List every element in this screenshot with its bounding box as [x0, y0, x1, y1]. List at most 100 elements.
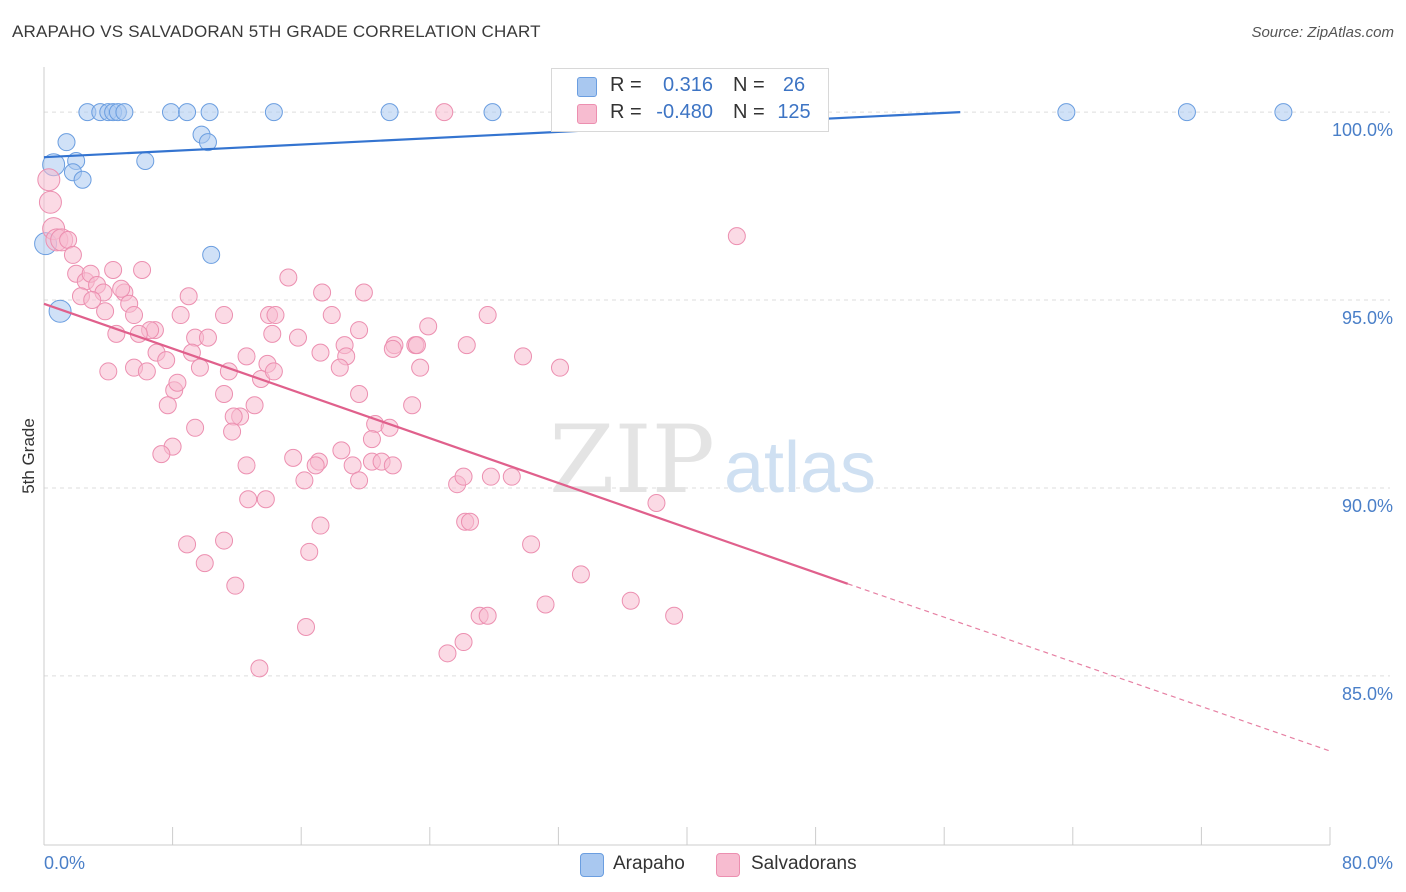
arapaho-point — [136, 151, 155, 170]
legend-n-label: N = — [733, 101, 765, 123]
salvadoran-point — [37, 168, 61, 192]
y-tick-label: 100.0% — [1332, 120, 1393, 140]
salvadoran-point — [435, 103, 454, 122]
salvadoran-point — [383, 339, 402, 358]
legend-r-label: R = — [610, 101, 642, 123]
y-tick-label: 85.0% — [1342, 684, 1393, 704]
salvadoran-point — [104, 260, 123, 279]
watermark: ZIP atlas — [549, 406, 876, 515]
salvadoran-point — [112, 279, 131, 298]
salvadoran-point — [266, 306, 285, 325]
axis-layer — [43, 67, 1331, 846]
salvadoran-point — [478, 606, 497, 625]
salvadoran-point — [96, 302, 115, 321]
salvadoran-point — [190, 358, 209, 377]
bottom-label-salvadorans: Salvadorans — [751, 853, 857, 874]
y-tick-label: 90.0% — [1342, 496, 1393, 516]
salvadoran-point — [171, 306, 190, 325]
salvadoran-point — [99, 362, 118, 381]
salvadoran-point — [454, 633, 473, 652]
salvadoran-point — [250, 659, 269, 678]
legend-r-label: R = — [610, 74, 642, 96]
salvadoran-point — [245, 396, 264, 415]
salvadoran-point — [354, 283, 373, 302]
salvadoran-point — [407, 336, 426, 355]
salvadoran-point — [311, 343, 330, 362]
legend-r-value: 0.316 — [662, 74, 713, 96]
legend-n-value: 125 — [777, 101, 811, 123]
salvadoran-point — [125, 306, 144, 325]
salvadoran-point — [224, 407, 243, 426]
salvadoran-point — [522, 535, 541, 554]
legend-r-value: -0.480 — [656, 101, 713, 123]
salvadoran-point — [239, 490, 258, 509]
grid-layer — [44, 111, 1390, 677]
salvadoran-point — [727, 227, 746, 246]
salvadoran-point — [158, 396, 177, 415]
salvadoran-point — [133, 260, 152, 279]
salvadoran-point — [223, 422, 242, 441]
arapaho-point — [115, 103, 134, 122]
x-tick-label: 0.0% — [44, 853, 85, 873]
salvadoran-point — [237, 347, 256, 366]
legend-row-salvadorans: R = -0.480 N = 125 — [552, 100, 828, 128]
salvadoran-point — [502, 467, 521, 486]
arapaho-point — [178, 103, 197, 122]
x-tick-label: 80.0% — [1342, 853, 1393, 873]
y-tick-label: 95.0% — [1342, 308, 1393, 328]
arapaho-point — [380, 103, 399, 122]
y-axis-label: 5th Grade — [19, 418, 38, 494]
salvadoran-point — [198, 328, 217, 347]
salvadoran-point — [460, 512, 479, 531]
watermark-zip: ZIP — [549, 406, 715, 515]
label-layer: 100.0% 95.0% 90.0% 85.0% 0.0% 80.0% 5th Grade — [19, 120, 1393, 873]
salvadoran-point — [551, 358, 570, 377]
salvadoran-point — [332, 441, 351, 460]
salvadoran-point — [179, 287, 198, 306]
salvadoran-point — [63, 245, 82, 264]
bottom-swatch-arapaho — [580, 853, 604, 877]
legend-swatch-arapaho — [577, 77, 597, 97]
bottom-label-arapaho: Arapaho — [613, 853, 685, 874]
salvadoran-point — [295, 471, 314, 490]
salvadoran-point — [195, 554, 214, 573]
arapaho-point — [202, 245, 221, 264]
salvadoran-point — [403, 396, 422, 415]
arapaho-point — [73, 170, 92, 189]
salvadoran-point — [264, 362, 283, 381]
salvadoran-point — [350, 384, 369, 403]
chart-title: ARAPAHO VS SALVADORAN 5TH GRADE CORRELAT… — [12, 22, 541, 41]
correlation-legend: R = 0.316 N = 26 R = -0.480 N = 125 — [551, 68, 829, 132]
salvadoran-point — [481, 467, 500, 486]
salvadoran-point — [297, 618, 316, 637]
salvadoran-point — [311, 516, 330, 535]
salvadoran-point — [647, 493, 666, 512]
salvadoran-point — [350, 471, 369, 490]
salvadoran-point — [168, 373, 187, 392]
salvadoran-point — [362, 430, 381, 449]
legend-n-label: N = — [733, 74, 765, 96]
salvadoran-point — [152, 445, 171, 464]
salvadoran-point — [288, 328, 307, 347]
legend-swatch-salvadorans — [577, 104, 597, 124]
salvadoran-point — [215, 306, 234, 325]
salvadoran-point — [226, 576, 245, 595]
bottom-swatch-salvadorans — [716, 853, 740, 877]
salvadoran-point — [59, 230, 78, 249]
salvadoran-point — [343, 456, 362, 475]
salvadoran-point — [330, 358, 349, 377]
salvadoran-point — [300, 542, 319, 561]
salvadoran-point — [313, 283, 332, 302]
salvadoran-point — [536, 595, 555, 614]
arapaho-point — [483, 103, 502, 122]
salvadoran-point — [306, 456, 325, 475]
salvadoran-point — [284, 448, 303, 467]
arapaho-point — [57, 133, 76, 152]
salvadoran-point — [411, 358, 430, 377]
arapaho-point — [264, 103, 283, 122]
salvadoran-point — [665, 606, 684, 625]
salvadoran-trend-extension — [847, 583, 1331, 752]
salvadoran-point — [621, 591, 640, 610]
salvadoran-point — [279, 268, 298, 287]
salvadoran-trend-line — [43, 302, 849, 585]
